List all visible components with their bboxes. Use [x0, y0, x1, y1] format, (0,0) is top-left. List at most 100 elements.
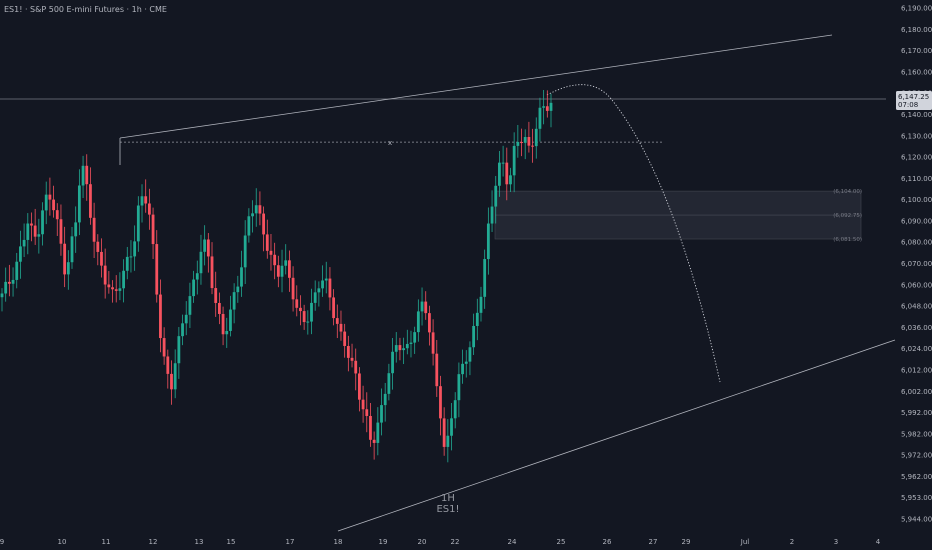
candle-body [19, 246, 22, 262]
candle-body [81, 165, 85, 186]
candle-body [77, 185, 81, 223]
candle-body [125, 256, 129, 271]
candle-body [199, 251, 203, 274]
candle-body [383, 393, 387, 406]
candle-body [332, 297, 336, 319]
candle-body [89, 184, 92, 218]
watermark-timeframe: 1H [441, 493, 455, 504]
zone-label-bottom: (6,081.50) [833, 237, 862, 243]
candle-body [306, 321, 310, 323]
candle-body [291, 277, 295, 300]
candle-body [542, 106, 546, 108]
candle-body [232, 292, 236, 310]
candle-body [431, 332, 435, 354]
candle-body [188, 296, 192, 315]
channel-lower-trendline[interactable] [337, 339, 896, 532]
candle-body [92, 217, 96, 242]
candle-body [343, 331, 347, 346]
candle-body [354, 360, 358, 374]
price-tick: 6,190.00 [901, 5, 932, 13]
candle-body [107, 284, 111, 288]
candle-body [118, 288, 122, 291]
candle-body [435, 353, 439, 387]
time-tick: 26 [603, 538, 612, 546]
price-tick: 6,110.00 [901, 175, 932, 183]
price-badge-box [896, 91, 932, 111]
candle-body [225, 330, 229, 335]
candle-body [166, 356, 170, 374]
candle-body [269, 250, 273, 255]
candle-body [273, 254, 277, 266]
candle-body [387, 373, 391, 394]
price-tick: 6,140.00 [901, 111, 932, 119]
candle-body [299, 307, 302, 312]
candle-body [276, 265, 280, 277]
candle-body [545, 106, 549, 111]
candle-body [33, 225, 37, 237]
candle-body [313, 292, 317, 303]
candle-body [402, 348, 406, 351]
current-price-badge: 6,147.25 07:08 [896, 91, 932, 111]
price-tick: 6,100.00 [901, 196, 932, 204]
drawing-layer[interactable] [0, 34, 896, 532]
price-tick: 6,024.00 [901, 345, 932, 353]
watermark-symbol: ES1! [436, 504, 459, 515]
candle-body [114, 289, 118, 291]
candle-body [262, 213, 266, 235]
candle-body [0, 293, 4, 298]
candle-body [63, 243, 67, 275]
candle-body [461, 363, 464, 375]
candle-body [66, 262, 70, 275]
candle-body [11, 279, 15, 284]
candle-body [498, 162, 501, 186]
price-axis[interactable]: 6,190.006,180.006,170.006,160.006,150.00… [901, 5, 932, 524]
time-tick: 25 [557, 538, 566, 546]
candle-body [409, 342, 413, 344]
candle-body [534, 128, 538, 147]
candle-body [195, 273, 199, 280]
price-tick: 5,972.00 [901, 452, 932, 460]
candle-body [486, 223, 490, 260]
candle-body [41, 210, 44, 235]
candle-body [236, 286, 240, 293]
price-tick: 6,120.00 [901, 154, 932, 162]
candle-body [170, 373, 173, 390]
candle-body [4, 281, 8, 294]
candle-body [229, 309, 232, 331]
candle-body [450, 418, 453, 436]
candle-body [136, 205, 140, 242]
candle-body [369, 415, 372, 440]
candle-body [457, 374, 461, 401]
channel-upper-trendline[interactable] [119, 34, 833, 139]
candle-body [103, 265, 107, 285]
candle-body [96, 241, 100, 252]
candle-body [265, 234, 269, 251]
candle-body [405, 343, 409, 349]
candle-body [321, 280, 324, 289]
demand-zone[interactable]: (6,104.00) (6,092.75) (6,081.50) [494, 189, 862, 243]
time-axis[interactable]: 9 10 11 12 13 15 17 18 19 20 22 24 25 26 27 29 Jul 2 3 4 [0, 538, 881, 546]
price-badge-value: 6,147.25 [898, 93, 929, 101]
price-tick: 5,953.00 [901, 494, 932, 502]
candle-body [70, 236, 74, 263]
candle-body [7, 281, 11, 284]
price-tick: 6,036.00 [901, 324, 932, 332]
projected-path[interactable] [546, 84, 721, 383]
candle-body [133, 241, 137, 257]
level-marker: x [388, 139, 392, 147]
candle-body [527, 137, 531, 146]
time-tick: 13 [195, 538, 204, 546]
candle-body [140, 196, 144, 206]
candle-body [74, 222, 78, 237]
time-tick: 3 [834, 538, 838, 546]
price-tick: 5,982.00 [901, 430, 932, 438]
candle-body [177, 336, 181, 364]
candle-body [100, 251, 103, 266]
candle-body [516, 142, 520, 146]
time-tick: 18 [334, 538, 343, 546]
candle-body [221, 313, 225, 335]
candle-body [240, 267, 243, 287]
candle-body [206, 239, 210, 257]
candle-body [59, 219, 63, 244]
